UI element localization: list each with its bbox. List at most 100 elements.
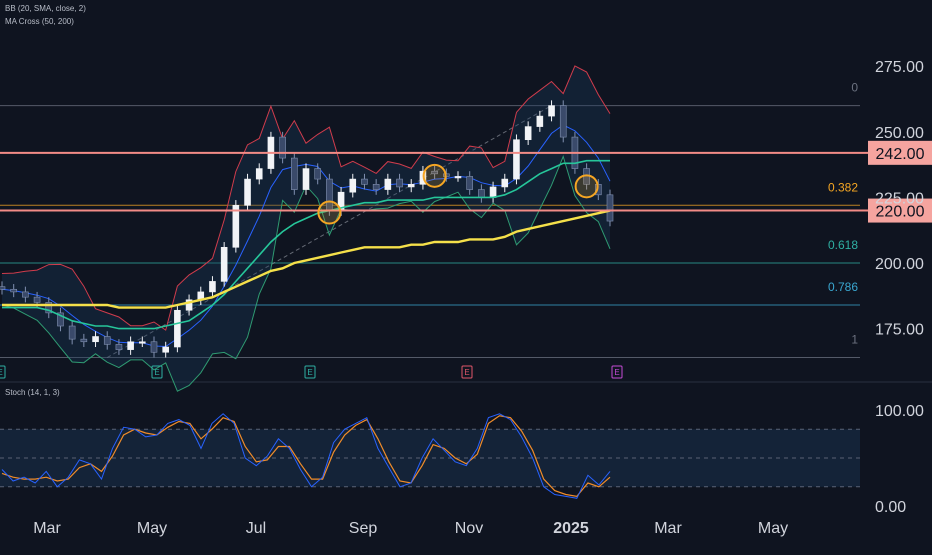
earnings-marker-label: E — [307, 368, 312, 377]
price-candle[interactable] — [45, 302, 53, 314]
x-axis-tick-label: Mar — [33, 520, 61, 537]
earnings-marker-label: E — [154, 368, 159, 377]
price-candle[interactable] — [103, 336, 111, 345]
ma50-line[interactable] — [2, 159, 610, 330]
price-label-bg — [868, 198, 932, 223]
earnings-marker[interactable] — [151, 365, 163, 379]
earnings-marker[interactable] — [0, 365, 6, 379]
ma-cross-indicator-label[interactable]: MA Cross (50, 200) — [5, 17, 74, 26]
stoch-k-line[interactable] — [1, 413, 611, 499]
stoch-band-fill — [0, 429, 860, 487]
annotations: EEEEE — [0, 163, 623, 379]
price-candle[interactable] — [536, 115, 544, 127]
price-candle[interactable] — [174, 309, 181, 348]
moving-averages[interactable] — [2, 159, 611, 330]
price-candle[interactable] — [606, 194, 614, 222]
price-candle[interactable] — [513, 139, 520, 180]
price-candle[interactable] — [431, 170, 438, 175]
earnings-marker[interactable] — [611, 365, 623, 379]
price-candle[interactable] — [127, 341, 134, 350]
price-candle[interactable] — [115, 344, 123, 350]
price-candle[interactable] — [80, 338, 88, 343]
price-candle[interactable] — [244, 178, 251, 206]
support-touch-circle — [317, 200, 342, 225]
price-candle[interactable] — [22, 291, 29, 298]
earnings-marker[interactable] — [304, 365, 316, 379]
price-candle[interactable] — [372, 184, 380, 190]
price-candle[interactable] — [68, 325, 76, 340]
price-candle[interactable] — [478, 189, 485, 198]
x-axis-tick-label: Jul — [246, 520, 266, 537]
y-axis-tick-label: 250.00 — [875, 125, 924, 142]
price-candle[interactable] — [291, 157, 298, 190]
stoch-axis-tick-label: 0.00 — [875, 499, 906, 516]
price-candle[interactable] — [255, 168, 263, 180]
ma200-line[interactable] — [2, 209, 611, 309]
price-candle[interactable] — [314, 168, 321, 180]
price-candle[interactable] — [0, 286, 6, 290]
y-axis-tick-label: 225.00 — [875, 190, 924, 207]
earnings-marker-label: E — [614, 368, 619, 377]
price-candle[interactable] — [466, 176, 473, 190]
y-axis-tick-label: 175.00 — [875, 322, 924, 339]
price-candle[interactable] — [489, 186, 497, 198]
x-axis-tick-label: 2025 — [553, 520, 589, 537]
fib-level-label: 0.382 — [828, 180, 858, 194]
earnings-marker[interactable] — [461, 365, 473, 379]
y-axis-tick-label: 275.00 — [875, 59, 924, 76]
x-axis-tick-label: Sep — [349, 520, 378, 537]
price-candle[interactable] — [524, 126, 532, 141]
earnings-marker-label: E — [464, 368, 469, 377]
price-candle[interactable] — [150, 341, 158, 353]
price-candle[interactable] — [361, 178, 368, 185]
price-candle[interactable] — [302, 168, 310, 190]
support-resistance-lines[interactable]: 242.00 220.00 — [0, 140, 932, 223]
stochastic-panel[interactable] — [0, 413, 860, 499]
price-candle[interactable] — [559, 105, 567, 138]
stoch-d-line[interactable] — [1, 415, 611, 498]
price-candle[interactable] — [548, 105, 555, 117]
price-candle[interactable] — [232, 205, 240, 248]
support-touch-circle — [574, 174, 599, 199]
earnings-marker-label: E — [0, 368, 3, 377]
price-candle[interactable] — [162, 346, 169, 353]
price-candles[interactable] — [0, 100, 614, 358]
fib-level-label: 0.786 — [828, 280, 858, 294]
fibonacci-retracement[interactable]: 0 0.382 0.618 0.786 1 — [0, 81, 860, 359]
x-axis-tick-label: May — [137, 520, 167, 537]
price-candle[interactable] — [279, 136, 286, 159]
bb-fill — [2, 65, 610, 392]
price-candle[interactable] — [501, 178, 509, 188]
price-candle[interactable] — [454, 176, 462, 179]
price-candle[interactable] — [220, 246, 228, 282]
x-axis-tick-label: Nov — [455, 520, 483, 537]
price-candle[interactable] — [139, 341, 146, 344]
x-axis-tick-label: May — [758, 520, 788, 537]
price-candle[interactable] — [396, 178, 403, 188]
x-axis-tick-label: Mar — [654, 520, 682, 537]
price-candle[interactable] — [209, 281, 216, 293]
fib-trend-line[interactable] — [106, 105, 552, 358]
price-candle[interactable] — [92, 336, 99, 343]
price-label[interactable]: 242.00 — [876, 146, 925, 163]
bb-indicator-label[interactable]: BB (20, SMA, close, 2) — [5, 4, 86, 13]
fib-level-label: 0 — [851, 81, 858, 95]
support-touch-circle — [422, 163, 447, 188]
price-candle[interactable] — [57, 312, 64, 327]
price-candle[interactable] — [33, 296, 41, 303]
price-candle[interactable] — [349, 178, 357, 193]
axes: 275.00 250.00 225.00 200.00 175.00 100.00 0.00… — [33, 59, 924, 537]
fib-level-label: 0.618 — [828, 238, 858, 252]
stoch-indicator-label[interactable]: Stoch (14, 1, 3) — [5, 388, 60, 397]
price-label[interactable]: 220.00 — [876, 204, 925, 221]
fib-level-label: 1 — [851, 333, 858, 347]
price-candle[interactable] — [407, 184, 415, 188]
price-label-bg — [868, 140, 932, 165]
bb-upper-band[interactable] — [1, 65, 611, 331]
price-candle[interactable] — [185, 299, 193, 311]
price-candle[interactable] — [10, 288, 17, 293]
stoch-axis-tick-label: 100.00 — [875, 403, 924, 420]
price-candle[interactable] — [384, 178, 392, 190]
